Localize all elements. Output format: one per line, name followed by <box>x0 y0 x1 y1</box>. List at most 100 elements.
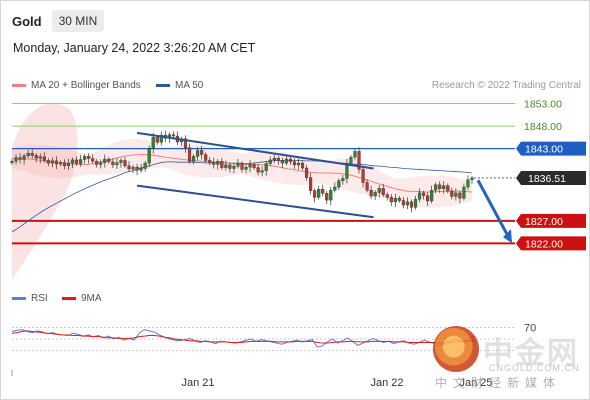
level-tag-text: 1827.00 <box>525 216 563 228</box>
candle <box>83 154 87 164</box>
candle-body <box>10 161 14 163</box>
candle <box>42 152 46 163</box>
rsi-line <box>11 329 476 348</box>
candle <box>14 154 18 165</box>
rsi-legend-label: RSI <box>31 293 48 304</box>
timeframe-badge[interactable]: 30 MIN <box>51 10 105 32</box>
x-tick-label: Jan 21 <box>181 377 214 389</box>
candle-body <box>58 162 63 165</box>
candle-body <box>337 180 341 188</box>
cngold-logo-icon <box>433 326 479 372</box>
candle-body <box>353 151 357 158</box>
candle-body <box>409 201 414 208</box>
candle-body <box>224 164 228 168</box>
rsi-tick-70: 70 <box>524 322 536 334</box>
candle <box>123 157 127 169</box>
candle-body <box>236 163 240 167</box>
candle-body <box>417 192 422 200</box>
last-price-bg <box>516 170 586 185</box>
candle-body <box>373 192 377 197</box>
candle-body <box>135 166 139 171</box>
candle <box>131 164 135 174</box>
candle-body <box>66 162 71 167</box>
candle <box>95 159 99 168</box>
candle <box>393 193 397 207</box>
candle-body <box>14 157 18 162</box>
candle-body <box>119 160 123 163</box>
candle-body <box>200 150 204 155</box>
candle-body <box>345 162 349 179</box>
candle <box>337 178 341 191</box>
candle <box>244 163 248 174</box>
candle-body <box>421 192 426 196</box>
candle <box>288 156 293 165</box>
candle-body <box>83 156 87 160</box>
candle-body <box>139 168 143 171</box>
candle <box>252 162 256 170</box>
candle <box>446 183 450 194</box>
candle-body <box>256 167 260 173</box>
candle <box>276 155 280 165</box>
candle <box>147 145 151 168</box>
candle-body <box>284 158 288 164</box>
candle-body <box>171 134 176 137</box>
candle <box>280 157 284 169</box>
candle-body <box>329 189 333 201</box>
candle <box>434 182 438 194</box>
candle-body <box>95 161 99 165</box>
candle-body <box>292 161 297 166</box>
candle-body <box>313 190 317 198</box>
candle-body <box>272 157 276 161</box>
candle <box>62 159 67 169</box>
x-tick-label: Jan 22 <box>370 377 403 389</box>
candle-body <box>34 155 38 159</box>
candle <box>119 158 123 168</box>
ma50-swatch <box>156 84 170 87</box>
candle <box>361 167 365 188</box>
candle <box>385 192 389 201</box>
candle <box>470 175 474 184</box>
candle <box>236 159 240 169</box>
candle-body <box>264 163 268 171</box>
candle-body <box>470 177 474 180</box>
candle <box>353 147 357 161</box>
candle <box>426 192 430 206</box>
candle <box>212 157 216 169</box>
candle <box>405 197 410 210</box>
candle-body <box>26 152 30 157</box>
candle-body <box>240 163 244 170</box>
candle-body <box>430 189 434 202</box>
level-tag-1843: 1843.00 <box>516 141 586 156</box>
level-tag-text: 1822.00 <box>525 238 563 250</box>
candle-body <box>42 156 46 161</box>
symbol-label[interactable]: Gold <box>12 13 42 29</box>
candle <box>22 153 26 165</box>
candle-body <box>357 151 361 170</box>
level-tag-bg <box>516 236 586 251</box>
candle <box>450 187 454 200</box>
candle <box>30 148 34 159</box>
forecast-arrow-shaft <box>476 179 510 237</box>
candle-body <box>377 188 381 193</box>
candle <box>191 154 196 165</box>
candle-body <box>107 158 111 162</box>
candle <box>107 156 111 164</box>
candle <box>151 132 155 154</box>
candle-body <box>87 156 91 159</box>
candle <box>58 160 63 167</box>
candle <box>304 164 309 181</box>
level-tag-1822: 1822.00 <box>516 236 586 251</box>
candle-body <box>38 156 42 159</box>
candle <box>74 156 79 166</box>
candle-body <box>248 164 252 168</box>
candle-body <box>454 192 458 197</box>
candle <box>103 154 107 168</box>
candle-body <box>220 161 224 168</box>
candle-body <box>99 162 103 165</box>
candle <box>196 147 200 161</box>
candle <box>333 182 337 193</box>
candle <box>397 196 401 203</box>
channel-lower-line <box>136 184 374 219</box>
candle <box>317 185 321 200</box>
